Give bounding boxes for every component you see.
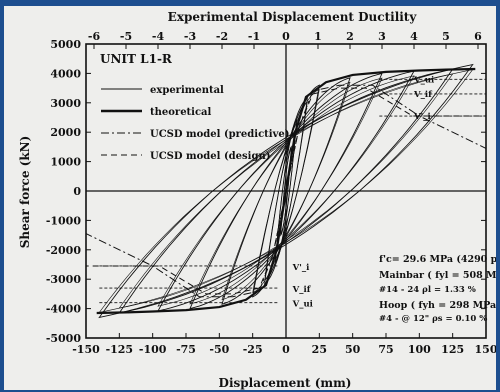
y-tick-label: 3000 (50, 97, 81, 110)
top-axis-title: Experimental Displacement Ductility (168, 10, 418, 24)
y-tick-label: 5000 (50, 38, 81, 51)
ductility-tick-label: 4 (410, 30, 418, 43)
y-tick-label: -4000 (46, 303, 82, 316)
ductility-tick-label: 1 (314, 30, 322, 43)
ductility-tick-label: 6 (474, 30, 482, 43)
x-tick-label: -125 (106, 343, 134, 356)
y-tick-label: 2000 (50, 126, 81, 139)
reference-level-label: V'_i (413, 112, 431, 122)
reference-level-label: V_ui (413, 75, 435, 85)
x-tick-label: 0 (282, 343, 290, 356)
legend-label: experimental (150, 85, 224, 96)
y-tick-label: -2000 (46, 244, 82, 257)
x-tick-label: 25 (312, 343, 327, 356)
axes-group: -150 -125 -100 -75 -50 -25 0 25 50 75 100 125 150 -50… (46, 38, 496, 356)
x-axis-title: Displacement (mm) (219, 376, 352, 390)
ductility-tick-label: 0 (282, 30, 290, 43)
top-axis-group: -6 -5 -4 -3 -2 -1 0 1 2 3 4 5 6 (88, 30, 482, 49)
mainbar-annotation: Mainbar ( fyl = 508 MPa ) (379, 270, 496, 281)
y-tick-label: -3000 (46, 273, 82, 286)
ductility-tick-label: -6 (88, 30, 101, 43)
ductility-tick-label: 3 (378, 30, 386, 43)
ductility-tick-label: -4 (152, 30, 165, 43)
reference-level-label: V_if (413, 90, 433, 100)
x-tick-label: 100 (408, 343, 431, 356)
x-tick-label: -50 (209, 343, 229, 356)
figure-paper: -6 -5 -4 -3 -2 -1 0 1 2 3 4 5 6 -150 -125 -100 -75 -50 -2… (4, 6, 496, 390)
y-tick-label: -1000 (46, 214, 82, 227)
unit-label: UNIT L1-R (100, 52, 173, 66)
x-tick-label: 50 (345, 343, 361, 356)
y-tick-label: 4000 (50, 67, 81, 80)
hysteresis-chart: -6 -5 -4 -3 -2 -1 0 1 2 3 4 5 6 -150 -125 -100 -75 -50 -2… (18, 10, 496, 390)
reference-levels: V_ui V_if V'_i V'_i V_if V_ui (99, 75, 486, 310)
ductility-tick-label: 5 (442, 30, 450, 43)
reference-level-label: V'_i (292, 263, 310, 273)
ductility-tick-label: -2 (216, 30, 228, 43)
bars-annotation: #14 - 24 ρl = 1.33 % (379, 285, 476, 295)
legend: experimental theoretical UCSD model (predi… (101, 85, 290, 162)
x-tick-label: -25 (243, 343, 263, 356)
y-axis-title: Shear force (kN) (18, 136, 32, 249)
experimental-loop-repeat (157, 75, 415, 307)
experimental-loop-repeat (252, 88, 320, 294)
legend-label: UCSD model (predictive) (150, 129, 290, 140)
x-tick-label: 125 (441, 343, 464, 356)
reference-level-label: V_if (292, 285, 312, 295)
experimental-loop-repeat (189, 77, 383, 305)
legend-label: theoretical (150, 107, 212, 118)
ductility-tick-label: -3 (184, 30, 196, 43)
hoop-bars-annotation: #4 - @ 12" ρs = 0.10 % (379, 314, 487, 324)
y-tick-label: 1000 (50, 156, 81, 169)
legend-label: UCSD model (design) (150, 151, 270, 162)
y-tick-label: 0 (73, 185, 81, 198)
ductility-tick-label: 2 (346, 30, 354, 43)
x-tick-label: 150 (475, 343, 496, 356)
reference-level-label: V_ui (292, 300, 314, 310)
y-tick-label: -5000 (46, 332, 82, 345)
hoop-annotation: Hoop ( fyh = 298 MPa ) (379, 300, 496, 311)
ductility-tick-label: -1 (248, 30, 260, 43)
ductility-tick-label: -5 (120, 30, 132, 43)
x-tick-label: -150 (72, 343, 100, 356)
x-tick-label: -75 (176, 343, 196, 356)
fc-annotation: f'c= 29.6 MPa (4290 psi) (379, 254, 496, 265)
x-tick-label: 75 (378, 343, 393, 356)
x-tick-label: -100 (139, 343, 167, 356)
